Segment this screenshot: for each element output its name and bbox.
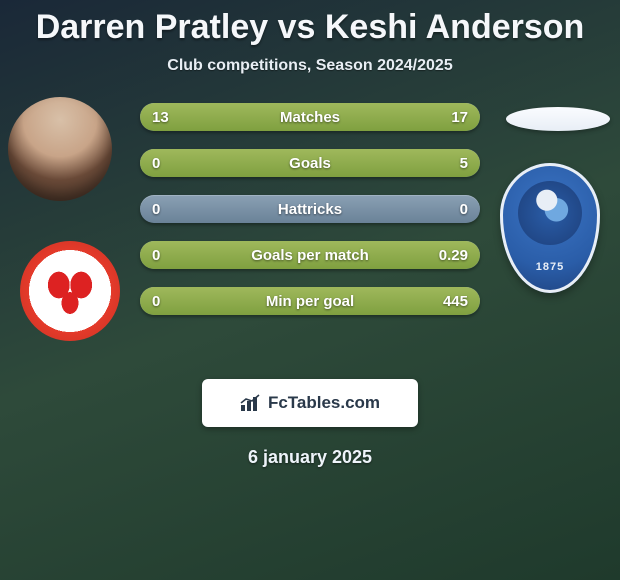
brand-badge: FcTables.com <box>202 379 418 427</box>
stat-value-right: 445 <box>443 287 468 315</box>
stat-value-right: 5 <box>460 149 468 177</box>
stat-fill-right <box>140 241 480 269</box>
stat-fill-right <box>140 149 480 177</box>
club-crest-right <box>500 163 600 293</box>
stat-value-left: 0 <box>152 241 160 269</box>
chart-icon <box>240 394 262 412</box>
page-subtitle: Club competitions, Season 2024/2025 <box>0 57 620 75</box>
player-left-avatar <box>8 97 112 201</box>
stat-value-left: 0 <box>152 287 160 315</box>
stat-bar: 0 0Hattricks <box>140 195 480 223</box>
stat-bars: 1317Matches05Goals00Hattricks00.29Goals … <box>140 103 480 333</box>
stat-bar: 00.29Goals per match <box>140 241 480 269</box>
stat-fill-right <box>140 287 480 315</box>
stat-value-left: 0 <box>152 149 160 177</box>
player-right-avatar <box>506 107 610 131</box>
brand-text: FcTables.com <box>268 393 380 413</box>
footer-date: 6 january 2025 <box>0 447 620 468</box>
stat-value-left: 0 <box>152 195 160 223</box>
stat-bar: 05Goals <box>140 149 480 177</box>
stat-label: Hattricks <box>140 195 480 223</box>
stat-value-right: 17 <box>451 103 468 131</box>
stat-bar: 1317Matches <box>140 103 480 131</box>
stat-value-right: 0 <box>460 195 468 223</box>
page-title: Darren Pratley vs Keshi Anderson <box>0 0 620 47</box>
stat-value-right: 0.29 <box>439 241 468 269</box>
club-crest-left <box>20 241 120 341</box>
stat-value-left: 13 <box>152 103 169 131</box>
stat-fill-right <box>276 103 480 131</box>
stat-bar: 0445Min per goal <box>140 287 480 315</box>
comparison-stage: 1317Matches05Goals00Hattricks00.29Goals … <box>0 103 620 363</box>
